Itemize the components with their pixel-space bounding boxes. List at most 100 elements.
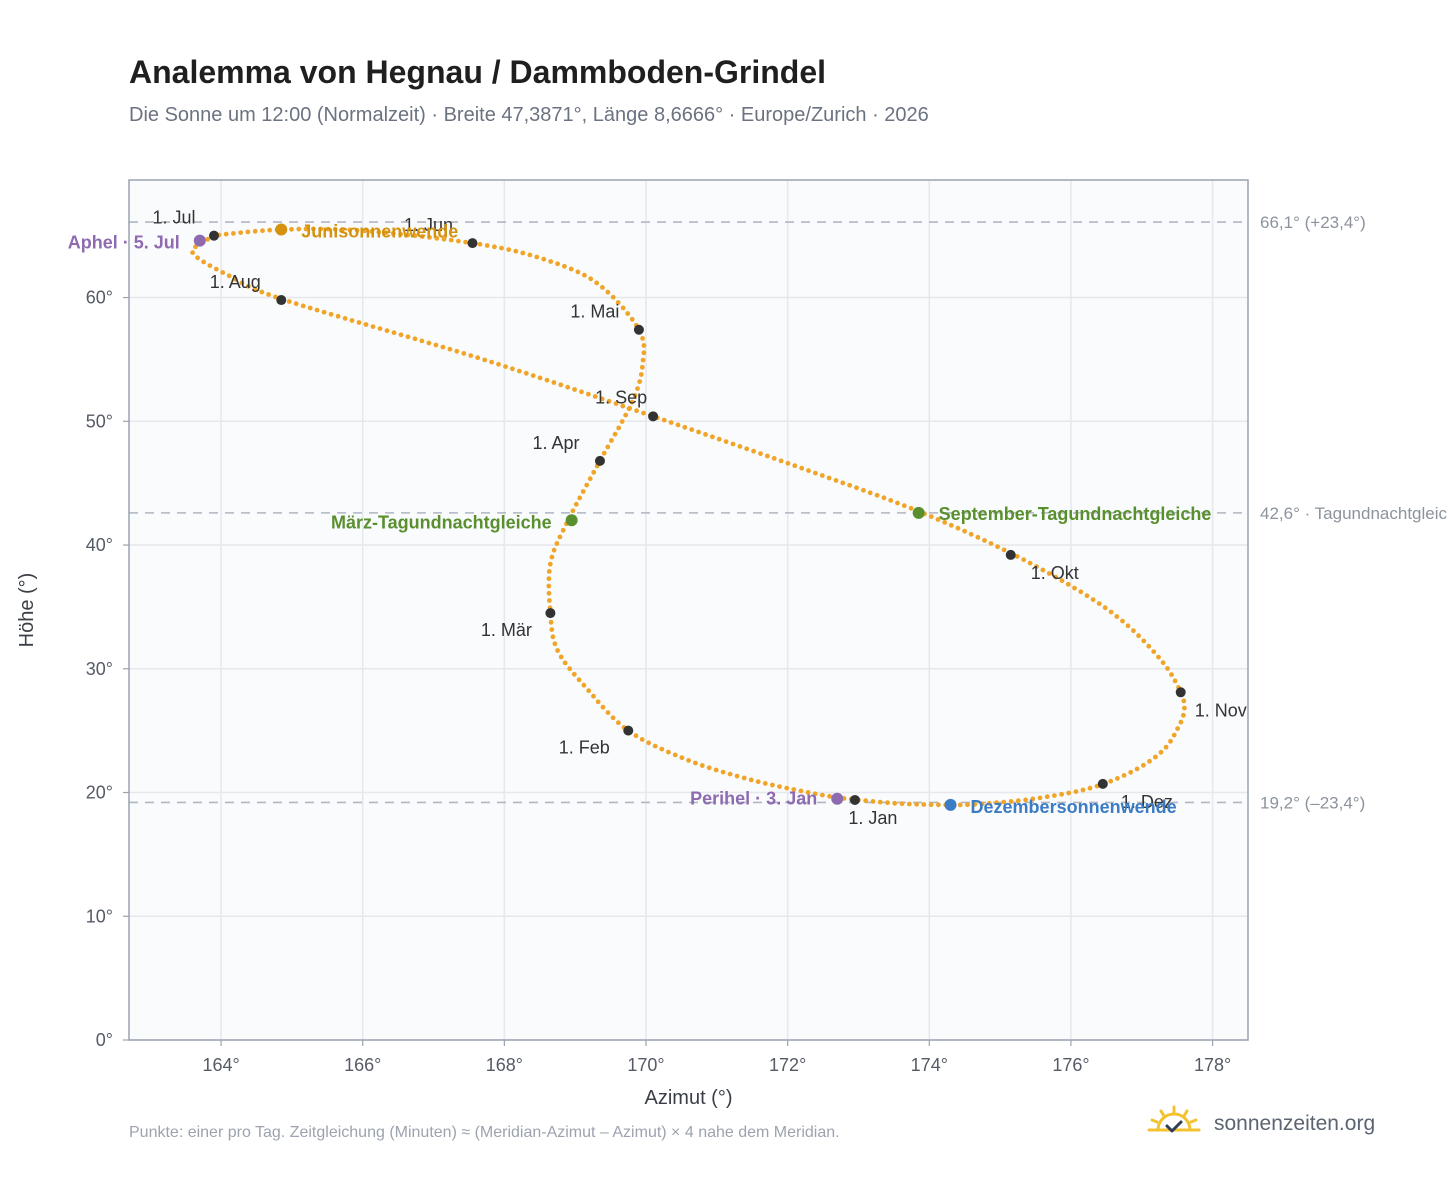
daily-point	[190, 250, 196, 256]
daily-point	[870, 799, 876, 804]
daily-point	[914, 801, 919, 807]
daily-point	[558, 382, 564, 388]
plot-frame	[128, 179, 1249, 1041]
daily-point	[584, 482, 590, 488]
daily-point	[573, 501, 579, 507]
x-tick-label: 170°	[627, 1055, 664, 1075]
daily-point	[827, 793, 832, 799]
daily-point	[1172, 678, 1178, 684]
daily-point	[741, 775, 747, 781]
daily-point	[307, 305, 313, 311]
y-tick-label: 50°	[86, 411, 113, 431]
daily-point	[928, 802, 934, 808]
daily-point	[1015, 798, 1021, 804]
month-marker	[648, 411, 659, 422]
daily-point	[975, 534, 981, 540]
month-label: 1. Jan	[848, 808, 897, 828]
daily-point	[1030, 796, 1036, 802]
brand-name[interactable]: sonnenzeiten.org	[1214, 1112, 1376, 1135]
daily-point	[534, 254, 540, 260]
daily-point	[820, 792, 825, 798]
daily-point	[267, 227, 273, 233]
daily-point	[207, 263, 213, 268]
event-marker	[565, 514, 578, 527]
daily-point	[686, 758, 691, 763]
daily-point	[293, 301, 299, 307]
daily-point	[620, 403, 626, 409]
daily-point	[616, 720, 621, 726]
month-label: 1. Sep	[595, 387, 647, 407]
plot-area	[129, 180, 1248, 1040]
x-tick-label: 168°	[486, 1055, 523, 1075]
daily-point	[260, 228, 265, 234]
daily-point	[587, 476, 593, 482]
daily-point	[716, 436, 722, 442]
daily-point	[577, 495, 583, 501]
daily-point	[1037, 795, 1043, 801]
daily-point	[885, 800, 890, 806]
daily-point	[785, 460, 791, 466]
daily-point	[567, 666, 573, 672]
daily-point	[588, 276, 594, 282]
daily-point	[440, 344, 446, 350]
daily-point	[1066, 790, 1072, 796]
daily-point	[1121, 773, 1127, 778]
daily-point	[220, 270, 226, 275]
daily-point	[1114, 614, 1120, 619]
daily-point	[1027, 560, 1033, 566]
x-tick-label: 164°	[202, 1055, 239, 1075]
daily-point	[632, 393, 638, 398]
daily-point	[252, 286, 258, 292]
daily-point	[1160, 660, 1166, 666]
daily-point	[231, 231, 236, 236]
daily-point	[572, 387, 577, 392]
daily-point	[791, 787, 797, 792]
daily-point	[499, 245, 504, 251]
daily-point	[921, 802, 927, 807]
daily-point	[936, 802, 941, 808]
daily-point	[1131, 628, 1136, 634]
month-markers: 1. Jan 1. Feb 1. Mär 1. Apr 1. Mai 1. Jun 1. J…	[152, 208, 1246, 828]
x-tick-label: 176°	[1052, 1055, 1089, 1075]
daily-point	[840, 480, 846, 486]
month-marker	[1005, 549, 1016, 560]
daily-point	[955, 525, 961, 531]
event-marker	[912, 506, 925, 519]
daily-point	[982, 538, 987, 543]
event-markers: Junisonnenwende März-Tagundnachtgleiche Se…	[68, 221, 1212, 816]
daily-point	[610, 294, 616, 300]
daily-point	[456, 238, 461, 244]
daily-point	[600, 285, 605, 290]
daily-point	[1182, 705, 1187, 711]
daily-point	[477, 241, 483, 247]
sun-check-logo-icon	[1147, 1105, 1201, 1133]
daily-point	[558, 654, 564, 660]
daily-point	[706, 765, 712, 771]
daily-point	[537, 375, 543, 381]
daily-point	[620, 305, 626, 311]
daily-point	[555, 261, 560, 267]
daily-point	[1147, 758, 1152, 764]
daily-point	[223, 231, 229, 237]
daily-point	[888, 498, 894, 503]
daily-point	[259, 289, 265, 295]
daily-point	[833, 478, 839, 483]
daily-point	[286, 299, 292, 304]
month-label: 1. Mai	[570, 302, 619, 322]
daily-point	[867, 490, 873, 496]
daily-point	[595, 699, 601, 705]
y-axis-label: Höhe (°)	[16, 573, 38, 648]
daily-point	[616, 425, 622, 431]
daily-point	[629, 399, 635, 405]
daily-point	[935, 517, 941, 522]
daily-point	[377, 326, 383, 331]
daily-point	[606, 398, 612, 404]
daily-point	[1181, 698, 1187, 704]
month-marker	[623, 725, 634, 736]
daily-point	[682, 424, 688, 430]
daily-point	[551, 547, 557, 553]
daily-point	[405, 232, 411, 238]
brand[interactable]: sonnenzeiten.org	[1146, 1104, 1375, 1144]
daily-point	[1059, 791, 1064, 797]
